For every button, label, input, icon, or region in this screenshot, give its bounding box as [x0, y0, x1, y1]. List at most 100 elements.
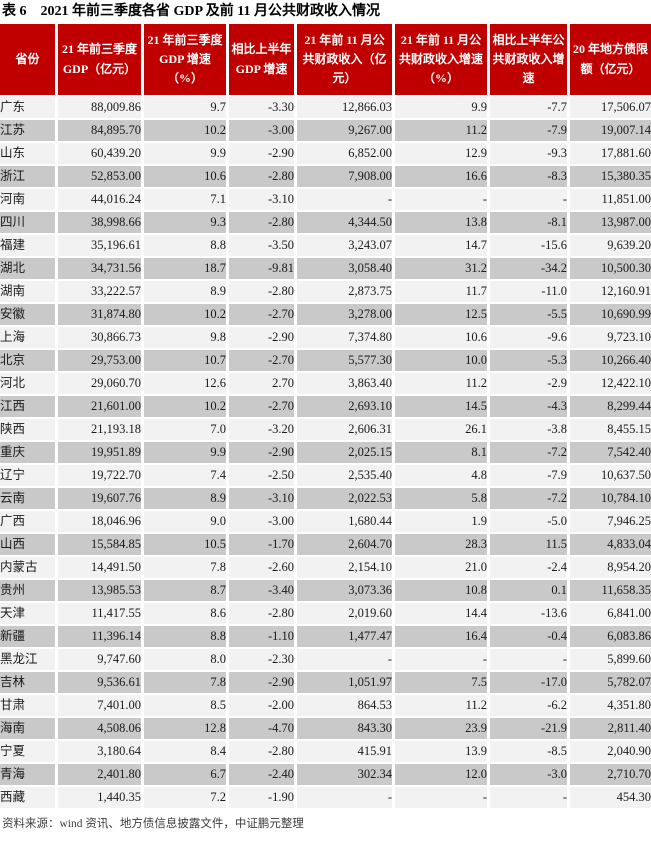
column-header: 省份: [0, 24, 58, 97]
cell-province: 青海: [0, 764, 58, 787]
cell-value: 29,753.00: [58, 350, 144, 373]
cell-value: 2,154.10: [297, 557, 395, 580]
cell-value: 11,396.14: [58, 626, 144, 649]
cell-value: 3,073.36: [297, 580, 395, 603]
table-row: 宁夏 3,180.64 8.4 -2.80 415.91 13.9 -8.5 2,040.90: [0, 741, 651, 764]
cell-value: 38,998.66: [58, 212, 144, 235]
cell-value: 10.5: [144, 534, 229, 557]
cell-value: 7,946.25: [570, 511, 651, 534]
cell-value: 35,196.61: [58, 235, 144, 258]
cell-value: -2.70: [229, 396, 297, 419]
cell-value: 6,841.00: [570, 603, 651, 626]
cell-value: 14.7: [395, 235, 490, 258]
table-row: 贵州 13,985.53 8.7 -3.40 3,073.36 10.8 0.1 11,658…: [0, 580, 651, 603]
cell-value: -7.2: [490, 442, 570, 465]
cell-value: 9,723.10: [570, 327, 651, 350]
cell-value: 11,417.55: [58, 603, 144, 626]
cell-value: -: [297, 787, 395, 810]
cell-province: 云南: [0, 488, 58, 511]
cell-value: 3,863.40: [297, 373, 395, 396]
table-row: 吉林 9,536.61 7.8 -2.90 1,051.97 7.5 -17.0 5,782.…: [0, 672, 651, 695]
cell-value: 1.9: [395, 511, 490, 534]
cell-value: 8.9: [144, 488, 229, 511]
cell-value: 8,455.15: [570, 419, 651, 442]
cell-value: 29,060.70: [58, 373, 144, 396]
table-row: 黑龙江 9,747.60 8.0 -2.30- - -5,899.60: [0, 649, 651, 672]
cell-value: 2,040.90: [570, 741, 651, 764]
cell-value: 2,025.15: [297, 442, 395, 465]
cell-province: 浙江: [0, 166, 58, 189]
cell-value: -4.70: [229, 718, 297, 741]
cell-province: 北京: [0, 350, 58, 373]
cell-value: 9.9: [144, 143, 229, 166]
table-header: 省份 21 年前三季度 GDP（亿元） 21 年前三季度 GDP 增速（%） 相比上半…: [0, 24, 651, 97]
cell-value: -1.10: [229, 626, 297, 649]
cell-value: 11.2: [395, 373, 490, 396]
cell-value: 19,951.89: [58, 442, 144, 465]
cell-value: 10.7: [144, 350, 229, 373]
cell-value: -3.50: [229, 235, 297, 258]
cell-value: -: [490, 787, 570, 810]
cell-value: 8,954.20: [570, 557, 651, 580]
table-row: 山西 15,584.85 10.5 -1.70 2,604.70 28.3 11.5 4,83…: [0, 534, 651, 557]
table-row: 广东 88,009.86 9.7 -3.30 12,866.03 9.9 -7.7 17,50…: [0, 97, 651, 120]
cell-value: 16.6: [395, 166, 490, 189]
cell-value: -2.60: [229, 557, 297, 580]
cell-value: -7.9: [490, 120, 570, 143]
cell-value: 9.8: [144, 327, 229, 350]
cell-value: 7,374.80: [297, 327, 395, 350]
cell-value: -3.8: [490, 419, 570, 442]
cell-value: 8,299.44: [570, 396, 651, 419]
table-row: 四川 38,998.66 9.3 -2.80 4,344.50 13.8 -8.1 13,98…: [0, 212, 651, 235]
column-header: 21 年前三季度 GDP（亿元）: [58, 24, 144, 97]
table-row: 山东 60,439.20 9.9 -2.90 6,852.00 12.9 -9.3 17,88…: [0, 143, 651, 166]
cell-value: -34.2: [490, 258, 570, 281]
table-row: 上海 30,866.73 9.8 -2.90 7,374.80 10.6 -9.6 9,723…: [0, 327, 651, 350]
cell-value: -15.6: [490, 235, 570, 258]
column-header: 相比上半年 GDP 增速: [229, 24, 297, 97]
cell-value: 10.2: [144, 304, 229, 327]
cell-value: -3.30: [229, 97, 297, 120]
cell-value: -2.80: [229, 281, 297, 304]
cell-value: 10.8: [395, 580, 490, 603]
cell-value: 3,243.07: [297, 235, 395, 258]
cell-value: 10,690.99: [570, 304, 651, 327]
table-row: 北京 29,753.00 10.7 -2.70 5,577.30 10.0 -5.3 10,2…: [0, 350, 651, 373]
cell-value: 4.8: [395, 465, 490, 488]
cell-value: 9.3: [144, 212, 229, 235]
cell-province: 山西: [0, 534, 58, 557]
cell-value: 21.0: [395, 557, 490, 580]
table-row: 重庆 19,951.89 9.9 -2.90 2,025.15 8.1 -7.2 7,542.…: [0, 442, 651, 465]
cell-value: 9.7: [144, 97, 229, 120]
cell-value: 4,833.04: [570, 534, 651, 557]
table-row: 内蒙古 14,491.50 7.8 -2.60 2,154.10 21.0 -2.4 8,95…: [0, 557, 651, 580]
table-row: 辽宁 19,722.70 7.4 -2.50 2,535.40 4.8 -7.9 10,637…: [0, 465, 651, 488]
cell-value: 21,601.00: [58, 396, 144, 419]
cell-value: -3.20: [229, 419, 297, 442]
table-row: 福建 35,196.61 8.8 -3.50 3,243.07 14.7 -15.6 9,63…: [0, 235, 651, 258]
cell-value: 1,477.47: [297, 626, 395, 649]
cell-value: 9.0: [144, 511, 229, 534]
cell-value: 8.7: [144, 580, 229, 603]
cell-province: 辽宁: [0, 465, 58, 488]
cell-value: 28.3: [395, 534, 490, 557]
column-header: 20 年地方债限额（亿元）: [570, 24, 651, 97]
cell-value: -2.80: [229, 212, 297, 235]
table-row: 陕西 21,193.18 7.0 -3.20 2,606.31 26.1 -3.8 8,455…: [0, 419, 651, 442]
column-header: 相比上半年公共财政收入增速: [490, 24, 570, 97]
cell-value: 10,266.40: [570, 350, 651, 373]
cell-value: 3,058.40: [297, 258, 395, 281]
table-row: 青海 2,401.80 6.7 -2.40 302.34 12.0 -3.0 2,710.70: [0, 764, 651, 787]
cell-value: 7.0: [144, 419, 229, 442]
cell-value: 415.91: [297, 741, 395, 764]
cell-value: 7.8: [144, 557, 229, 580]
cell-value: 11.7: [395, 281, 490, 304]
cell-value: 12,160.91: [570, 281, 651, 304]
cell-value: 6,852.00: [297, 143, 395, 166]
table-row: 浙江 52,853.00 10.6 -2.80 7,908.00 16.6 -8.3 15,3…: [0, 166, 651, 189]
cell-value: 16.4: [395, 626, 490, 649]
cell-value: 15,380.35: [570, 166, 651, 189]
cell-value: 14.5: [395, 396, 490, 419]
cell-value: 17,506.07: [570, 97, 651, 120]
table-row: 天津 11,417.55 8.6 -2.80 2,019.60 14.4 -13.6 6,84…: [0, 603, 651, 626]
